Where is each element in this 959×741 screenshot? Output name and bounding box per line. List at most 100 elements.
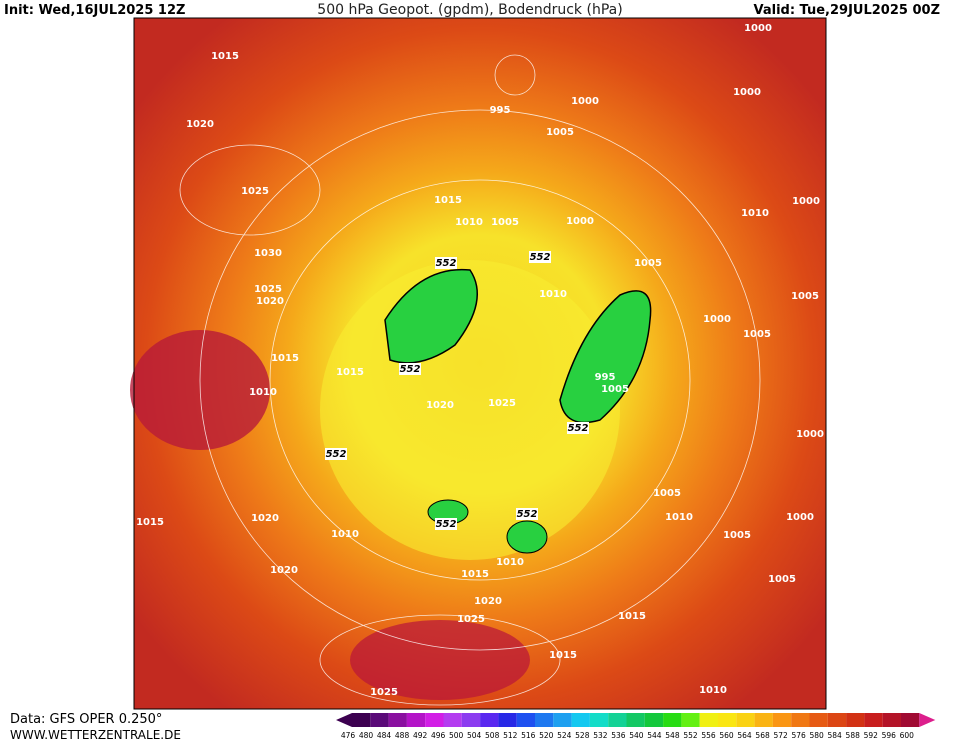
height-label: 552: [530, 252, 551, 263]
isobar-label: 1015: [211, 51, 239, 62]
isobar-label: 1000: [733, 87, 761, 98]
isobar-label: 1015: [549, 650, 577, 661]
isobar-label: 995: [490, 105, 511, 116]
isobar-label: 1010: [455, 217, 483, 228]
data-source: Data: GFS OPER 0.250°: [10, 712, 162, 727]
isobar-label: 1015: [434, 195, 462, 206]
isobar-label: 1000: [566, 216, 594, 227]
website: WWW.WETTERZENTRALE.DE: [10, 728, 181, 741]
scale-label: 524: [557, 731, 572, 740]
isobar-label: 1000: [744, 23, 772, 34]
scale-label: 504: [467, 731, 482, 740]
scale-label: 532: [593, 731, 608, 740]
low-area: [384, 268, 478, 364]
isobar-label: 1015: [461, 569, 489, 580]
label-box: [399, 363, 421, 375]
isobar-label: 1015: [136, 517, 164, 528]
isobar-label: 1005: [653, 488, 681, 499]
valid-time: Valid: Tue,29JUL2025 00Z: [753, 3, 940, 18]
isobar-label: 1005: [791, 291, 819, 302]
height-label: 552: [326, 449, 347, 460]
scale-swatch: [754, 713, 773, 727]
isobar-label: 1005: [723, 530, 751, 541]
scale-label: 508: [485, 731, 500, 740]
scale-swatch: [388, 713, 407, 727]
scale-label: 540: [629, 731, 644, 740]
scale-label: 520: [539, 731, 554, 740]
scale-label: 576: [791, 731, 806, 740]
scale-label: 564: [737, 731, 752, 740]
scale-swatch: [443, 713, 462, 727]
isobar-label: 1005: [491, 217, 519, 228]
scale-swatch: [864, 713, 883, 727]
isobar-label: 1025: [241, 186, 269, 197]
map-area: [130, 17, 827, 710]
scale-label: 548: [665, 731, 680, 740]
scale-label: 544: [647, 731, 662, 740]
isobar-label: 995: [595, 372, 616, 383]
height-label: 552: [568, 423, 589, 434]
isobar-label: 1015: [336, 367, 364, 378]
scale-swatch: [681, 713, 700, 727]
scale-swatch: [516, 713, 535, 727]
scale-swatch: [498, 713, 517, 727]
label-box: [529, 251, 551, 263]
scale-label: 592: [864, 731, 879, 740]
isobar-label: 1010: [496, 557, 524, 568]
scale-label: 600: [900, 731, 915, 740]
scale-swatch: [406, 713, 426, 727]
scale-swatch: [791, 713, 810, 727]
scale-label: 536: [611, 731, 626, 740]
scale-swatch: [846, 713, 865, 727]
scale-label: 528: [575, 731, 590, 740]
scale-swatch: [352, 713, 371, 727]
scale-swatch: [644, 713, 664, 727]
isobar-label: 1020: [186, 119, 214, 130]
scale-swatch: [370, 713, 389, 727]
isobar-label: 1010: [741, 208, 769, 219]
isobar-label: 1020: [251, 513, 279, 524]
isobar-label: 1020: [474, 596, 502, 607]
isobar-label: 1000: [703, 314, 731, 325]
scale-label: 488: [395, 731, 410, 740]
scale-arrow: [336, 713, 352, 727]
scale-swatch: [901, 713, 920, 727]
scale-swatch: [535, 713, 554, 727]
init-time: Init: Wed,16JUL2025 12Z: [4, 3, 185, 18]
scale-label: 572: [773, 731, 788, 740]
scale-label: 588: [846, 731, 861, 740]
isobar-label: 1025: [370, 687, 398, 698]
scale-arrow: [919, 713, 936, 727]
height-label: 552: [436, 519, 457, 530]
scale-label: 580: [809, 731, 824, 740]
scale-swatch: [461, 713, 481, 727]
color-scale: 476 480 484 488 492 496 500 504 508 512 516 520 524 5…: [336, 713, 936, 740]
isobar-label: 1030: [254, 248, 282, 259]
scale-swatch: [480, 713, 499, 727]
scale-swatch: [589, 713, 609, 727]
isobar-label: 1000: [571, 96, 599, 107]
isobar-label: 1010: [699, 685, 727, 696]
map-title: 500 hPa Geopot. (gpdm), Bodendruck (hPa): [317, 2, 622, 18]
scale-swatch: [425, 713, 444, 727]
isobar-label: 1005: [743, 329, 771, 340]
isobar-label: 1005: [634, 258, 662, 269]
isobar-label: 1020: [426, 400, 454, 411]
scale-label: 512: [503, 731, 518, 740]
label-box: [516, 508, 538, 520]
scale-swatch: [699, 713, 718, 727]
scale-label: 492: [413, 731, 428, 740]
isobar-label: 1010: [249, 387, 277, 398]
isobar-label: 1010: [665, 512, 693, 523]
label-box: [567, 422, 589, 434]
isobar-label: 1025: [457, 614, 485, 625]
scale-swatch: [772, 713, 792, 727]
low-area: [559, 290, 652, 424]
scale-swatch: [553, 713, 572, 727]
scale-label: 476: [341, 731, 356, 740]
height-label: 552: [436, 258, 457, 269]
scale-swatch: [809, 713, 828, 727]
scale-label: 552: [683, 731, 698, 740]
scale-swatch: [882, 713, 901, 727]
